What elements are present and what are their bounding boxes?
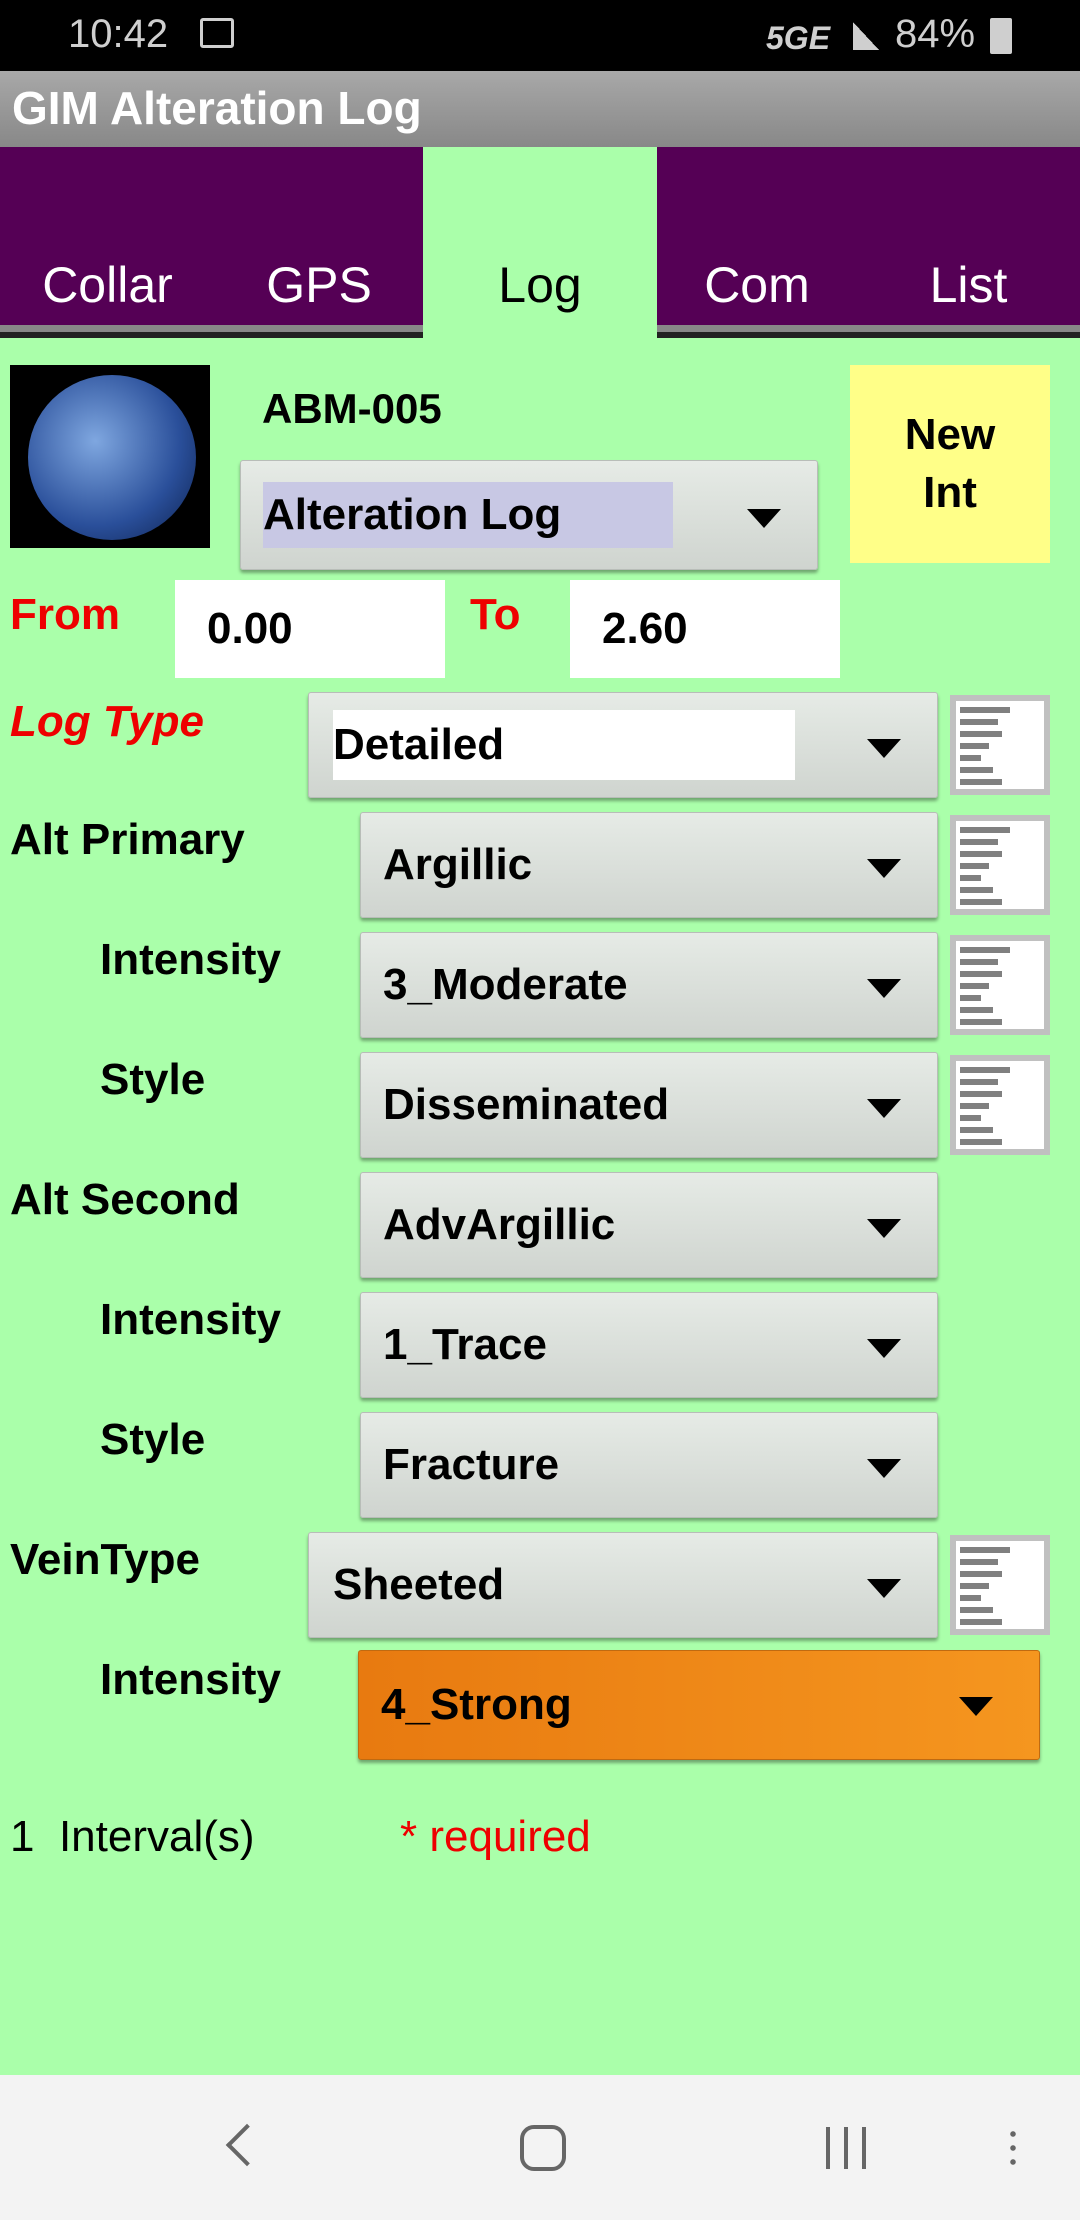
chevron-down-icon [867,1099,901,1118]
alt-second-style-dropdown[interactable]: Fracture [360,1412,938,1518]
log-select-value: Alteration Log [263,482,673,548]
hole-id: ABM-005 [262,385,442,432]
interval-count: 1 Interval(s) [10,1812,255,1862]
chevron-down-icon [747,509,781,528]
chevron-down-icon [867,859,901,878]
interval-count-label: Interval(s) [58,1812,255,1861]
vein-type-label: VeinType [10,1535,200,1584]
network-label: 5GE [766,20,831,56]
vein-intensity-dropdown[interactable]: 4_Strong [358,1650,1040,1760]
signal-icon [853,22,879,50]
system-nav-bar [0,2075,1080,2220]
alt-primary-intensity-value: 3_Moderate [383,960,628,1009]
clock: 10:42 [68,12,169,56]
battery-percent: 84% [895,12,976,56]
alt-primary-style-label: Style [100,1055,206,1104]
alt-second-intensity-label: Intensity [100,1295,281,1344]
tab-log[interactable]: Log [423,147,657,338]
new-int-line2: Int [923,468,977,517]
log-select-dropdown[interactable]: Alteration Log [240,460,818,570]
back-icon[interactable] [225,2123,269,2167]
from-input[interactable]: 0.00 [175,580,445,678]
recents-icon[interactable] [826,2127,866,2169]
log-type-value: Detailed [333,710,795,780]
home-icon[interactable] [520,2125,566,2171]
alt-second-style-value: Fracture [383,1440,560,1489]
battery-icon [990,18,1012,54]
to-label: To [470,590,521,639]
notes-icon[interactable] [950,695,1050,795]
app-title: GIM Alteration Log [0,71,1080,147]
notes-icon[interactable] [950,815,1050,915]
more-options-icon[interactable] [1010,2127,1016,2167]
interval-count-value: 1 [10,1812,35,1861]
alt-second-style-label: Style [100,1415,206,1464]
chevron-down-icon [867,979,901,998]
alt-second-intensity-value: 1_Trace [383,1320,547,1369]
log-type-dropdown[interactable]: Detailed [308,692,938,798]
log-type-label: Log Type [10,697,204,746]
tab-list[interactable]: List [929,257,1008,313]
alt-primary-intensity-dropdown[interactable]: 3_Moderate [360,932,938,1038]
chevron-down-icon [959,1697,993,1716]
tab-gps[interactable]: GPS [266,257,372,313]
app-logo [10,365,210,548]
required-note: * required [400,1812,591,1861]
alt-second-label: Alt Second [10,1175,240,1224]
chevron-down-icon [867,1459,901,1478]
vein-intensity-label: Intensity [100,1655,281,1704]
globe-image [28,375,196,540]
alt-second-dropdown[interactable]: AdvArgillic [360,1172,938,1278]
tab-underline [657,325,1080,338]
tab-collar[interactable]: Collar [42,257,173,313]
tab-com[interactable]: Com [704,257,810,313]
notes-icon[interactable] [950,935,1050,1035]
to-input[interactable]: 2.60 [570,580,840,678]
vein-type-value: Sheeted [333,1560,505,1609]
notes-icon[interactable] [950,1535,1050,1635]
alt-primary-label: Alt Primary [10,815,245,864]
alt-primary-style-value: Disseminated [383,1080,670,1129]
chevron-down-icon [867,739,901,758]
vein-intensity-value: 4_Strong [381,1680,572,1729]
status-bar: 10:42 5GE 84% [0,0,1080,71]
tab-bar: Collar GPS Log Com List [0,147,1080,338]
tab-underline [0,325,423,338]
outlook-notification-icon [200,18,234,48]
new-int-button[interactable]: New Int [850,365,1050,563]
from-label: From [10,590,120,639]
alt-primary-style-dropdown[interactable]: Disseminated [360,1052,938,1158]
chevron-down-icon [867,1579,901,1598]
alt-primary-dropdown[interactable]: Argillic [360,812,938,918]
alt-second-value: AdvArgillic [383,1200,616,1249]
alt-second-intensity-dropdown[interactable]: 1_Trace [360,1292,938,1398]
vein-type-dropdown[interactable]: Sheeted [308,1532,938,1638]
notes-icon[interactable] [950,1055,1050,1155]
new-int-line1: New [904,410,996,459]
alt-primary-intensity-label: Intensity [100,935,281,984]
chevron-down-icon [867,1339,901,1358]
chevron-down-icon [867,1219,901,1238]
alt-primary-value: Argillic [383,840,533,889]
